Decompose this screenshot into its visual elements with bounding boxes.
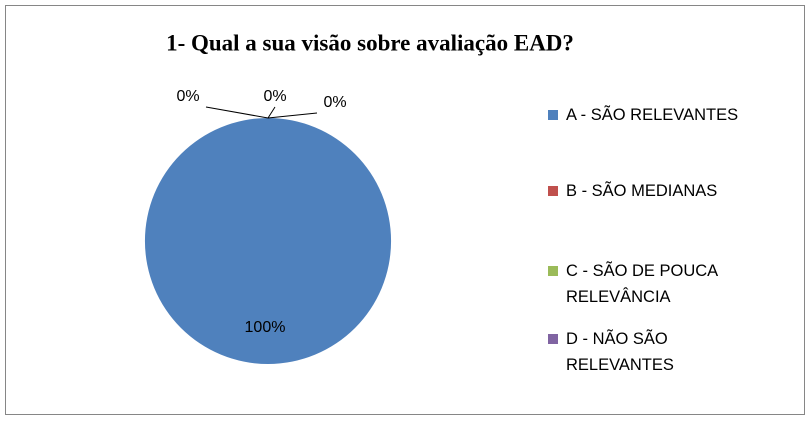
data-label: 0%: [263, 88, 286, 105]
leader-line: [267, 106, 276, 119]
leader-line: [205, 106, 269, 119]
data-label: 0%: [323, 94, 346, 111]
legend-swatch: [548, 186, 558, 196]
legend-label: D - NÃO SÃO RELEVANTES: [566, 330, 674, 374]
chart-title: 1- Qual a sua visão sobre avaliação EAD?: [166, 30, 574, 55]
legend-label: B - SÃO MEDIANAS: [566, 182, 718, 200]
legend-swatch: [548, 110, 558, 120]
legend-label: A - SÃO RELEVANTES: [566, 106, 739, 124]
pie-slice: [144, 117, 392, 365]
data-label: 100%: [245, 319, 286, 336]
legend-label: C - SÃO DE POUCA RELEVÂNCIA: [566, 262, 718, 306]
legend-swatch: [548, 266, 558, 276]
leader-line: [267, 112, 318, 119]
data-label: 0%: [176, 88, 199, 105]
chart-border: [5, 5, 805, 415]
legend-swatch: [548, 334, 558, 344]
